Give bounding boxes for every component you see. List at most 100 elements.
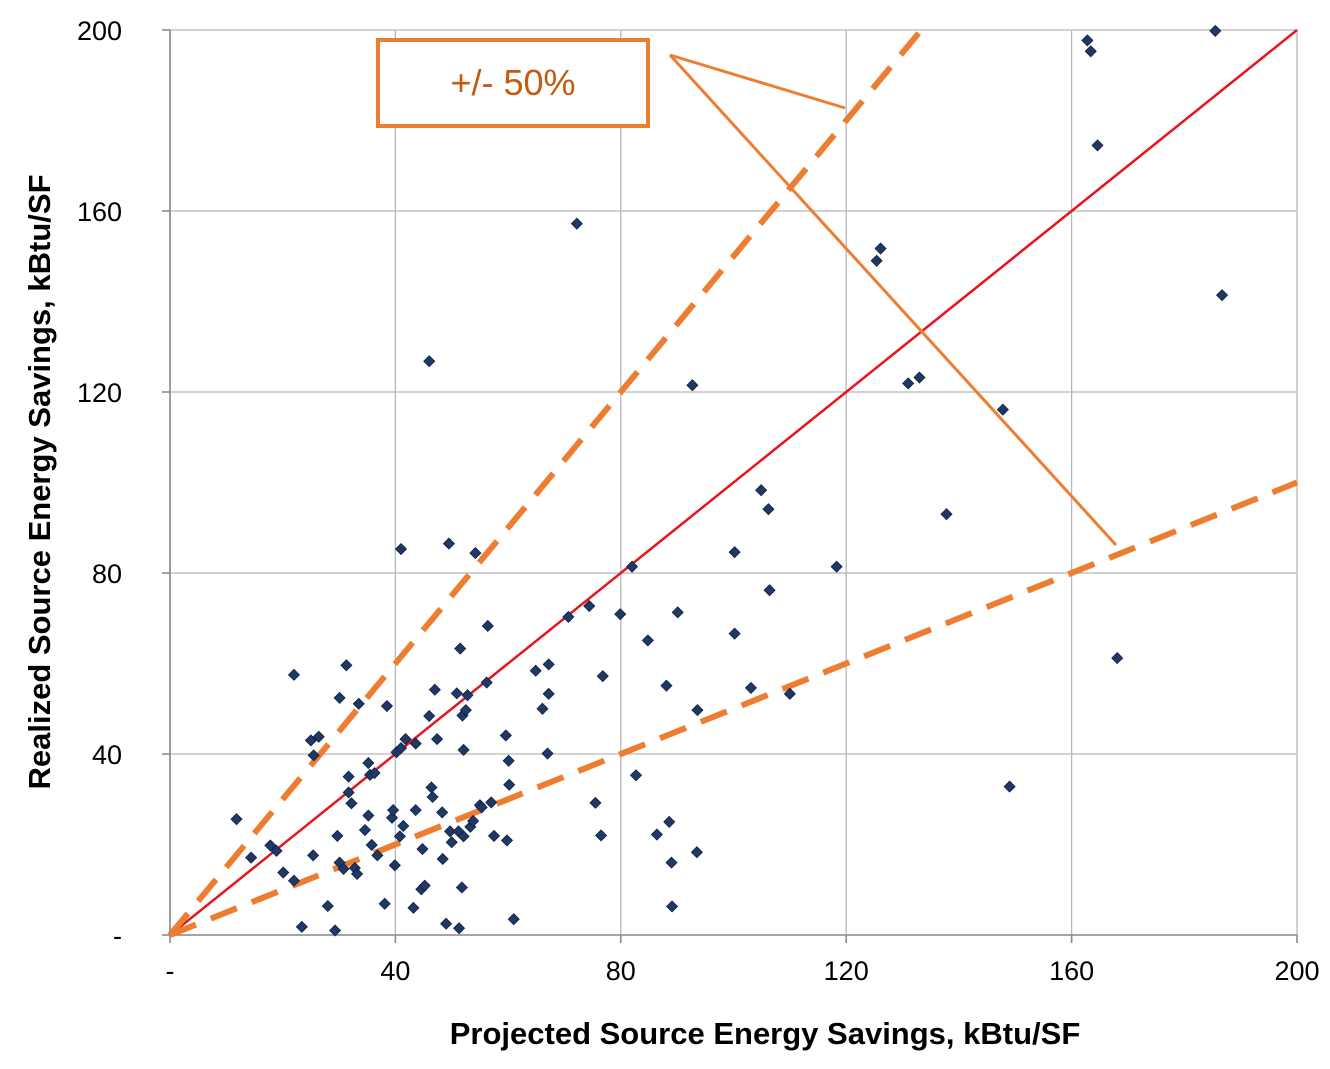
data-point: [362, 809, 375, 822]
data-point: [629, 769, 643, 782]
data-point: [457, 743, 470, 756]
data-point: [287, 668, 301, 681]
data-point: [499, 729, 512, 742]
data-point: [380, 699, 394, 713]
data-point: [329, 924, 342, 937]
data-point: [337, 862, 350, 876]
data-point: [663, 815, 676, 828]
data-point: [626, 560, 639, 573]
data-point: [397, 819, 410, 833]
data-point: [902, 377, 915, 390]
data-point: [485, 796, 498, 809]
y-tick-label: 120: [77, 378, 122, 408]
data-point: [666, 900, 679, 913]
data-point: [425, 781, 438, 794]
data-point: [1081, 34, 1094, 47]
data-point: [996, 403, 1009, 416]
data-point: [536, 702, 549, 715]
data-point: [529, 664, 542, 677]
data-point: [312, 730, 325, 743]
data-point: [352, 697, 365, 710]
data-point: [321, 899, 334, 913]
data-point: [351, 867, 364, 880]
data-point: [469, 547, 482, 560]
data-point: [365, 838, 378, 852]
data-point: [783, 687, 796, 700]
data-point: [1091, 139, 1104, 152]
data-point: [393, 830, 406, 843]
data-point: [503, 778, 516, 791]
data-point: [453, 922, 466, 935]
data-point: [426, 790, 439, 804]
data-point: [541, 747, 554, 760]
gridlines: [169, 29, 1298, 936]
plus-50-percent-line: [167, 28, 924, 937]
data-point: [342, 770, 355, 783]
data-point: [755, 484, 768, 497]
data-point: [345, 797, 358, 810]
y-tick-label: 80: [92, 559, 122, 589]
data-point: [277, 866, 290, 879]
data-point: [1084, 45, 1097, 58]
data-point: [442, 537, 455, 550]
data-point: [358, 823, 372, 837]
data-point: [583, 599, 596, 613]
data-point: [595, 829, 608, 842]
data-point: [399, 733, 412, 746]
data-point: [295, 920, 308, 933]
data-point: [870, 254, 883, 267]
data-point: [443, 825, 457, 838]
data-point: [264, 839, 277, 852]
data-point: [744, 681, 758, 695]
data-point: [270, 844, 283, 857]
data-point: [331, 829, 344, 842]
data-point: [874, 242, 887, 255]
one-to-one-line: [169, 29, 1298, 936]
x-tick-label: 160: [1049, 956, 1094, 986]
data-point: [445, 836, 458, 849]
data-point: [287, 874, 301, 887]
data-point: [686, 379, 699, 392]
data-point: [480, 676, 493, 689]
data-point: [409, 737, 422, 750]
data-point: [763, 584, 776, 597]
data-point: [307, 849, 320, 862]
data-point: [570, 217, 583, 230]
data-point: [1111, 652, 1124, 665]
data-point: [333, 691, 346, 704]
y-tick-label: 200: [77, 16, 122, 46]
data-point: [371, 849, 384, 862]
data-point: [502, 754, 515, 767]
data-point: [487, 829, 501, 842]
x-axis-title: Projected Source Energy Savings, kBtu/SF: [450, 1016, 1081, 1051]
data-point: [362, 756, 375, 770]
annotation-box: [376, 38, 650, 128]
annotation-leader-line-lower: [668, 53, 1118, 547]
data-point: [387, 804, 400, 817]
data-point: [409, 804, 422, 817]
x-tick-label: 40: [380, 956, 410, 986]
data-point: [728, 627, 741, 640]
data-point: [467, 814, 480, 828]
y-tick-label: 40: [92, 740, 122, 770]
data-point: [418, 879, 431, 892]
data-point: [450, 687, 463, 700]
x-tick-label: -: [166, 956, 175, 986]
data-point: [830, 560, 843, 573]
data-point: [436, 852, 449, 866]
annotation-label: +/- 50%: [450, 62, 575, 103]
data-point: [407, 901, 420, 914]
data-point: [394, 542, 408, 556]
data-point: [245, 851, 258, 864]
data-point: [650, 828, 663, 841]
data-point: [690, 846, 703, 859]
data-point: [340, 659, 353, 672]
y-tick-label: -: [113, 921, 122, 951]
data-point: [385, 811, 399, 824]
data-point: [457, 830, 470, 843]
data-point: [1209, 24, 1222, 37]
annotation: +/- 50%: [376, 38, 1118, 547]
data-point: [388, 859, 401, 872]
data-point: [431, 733, 444, 746]
